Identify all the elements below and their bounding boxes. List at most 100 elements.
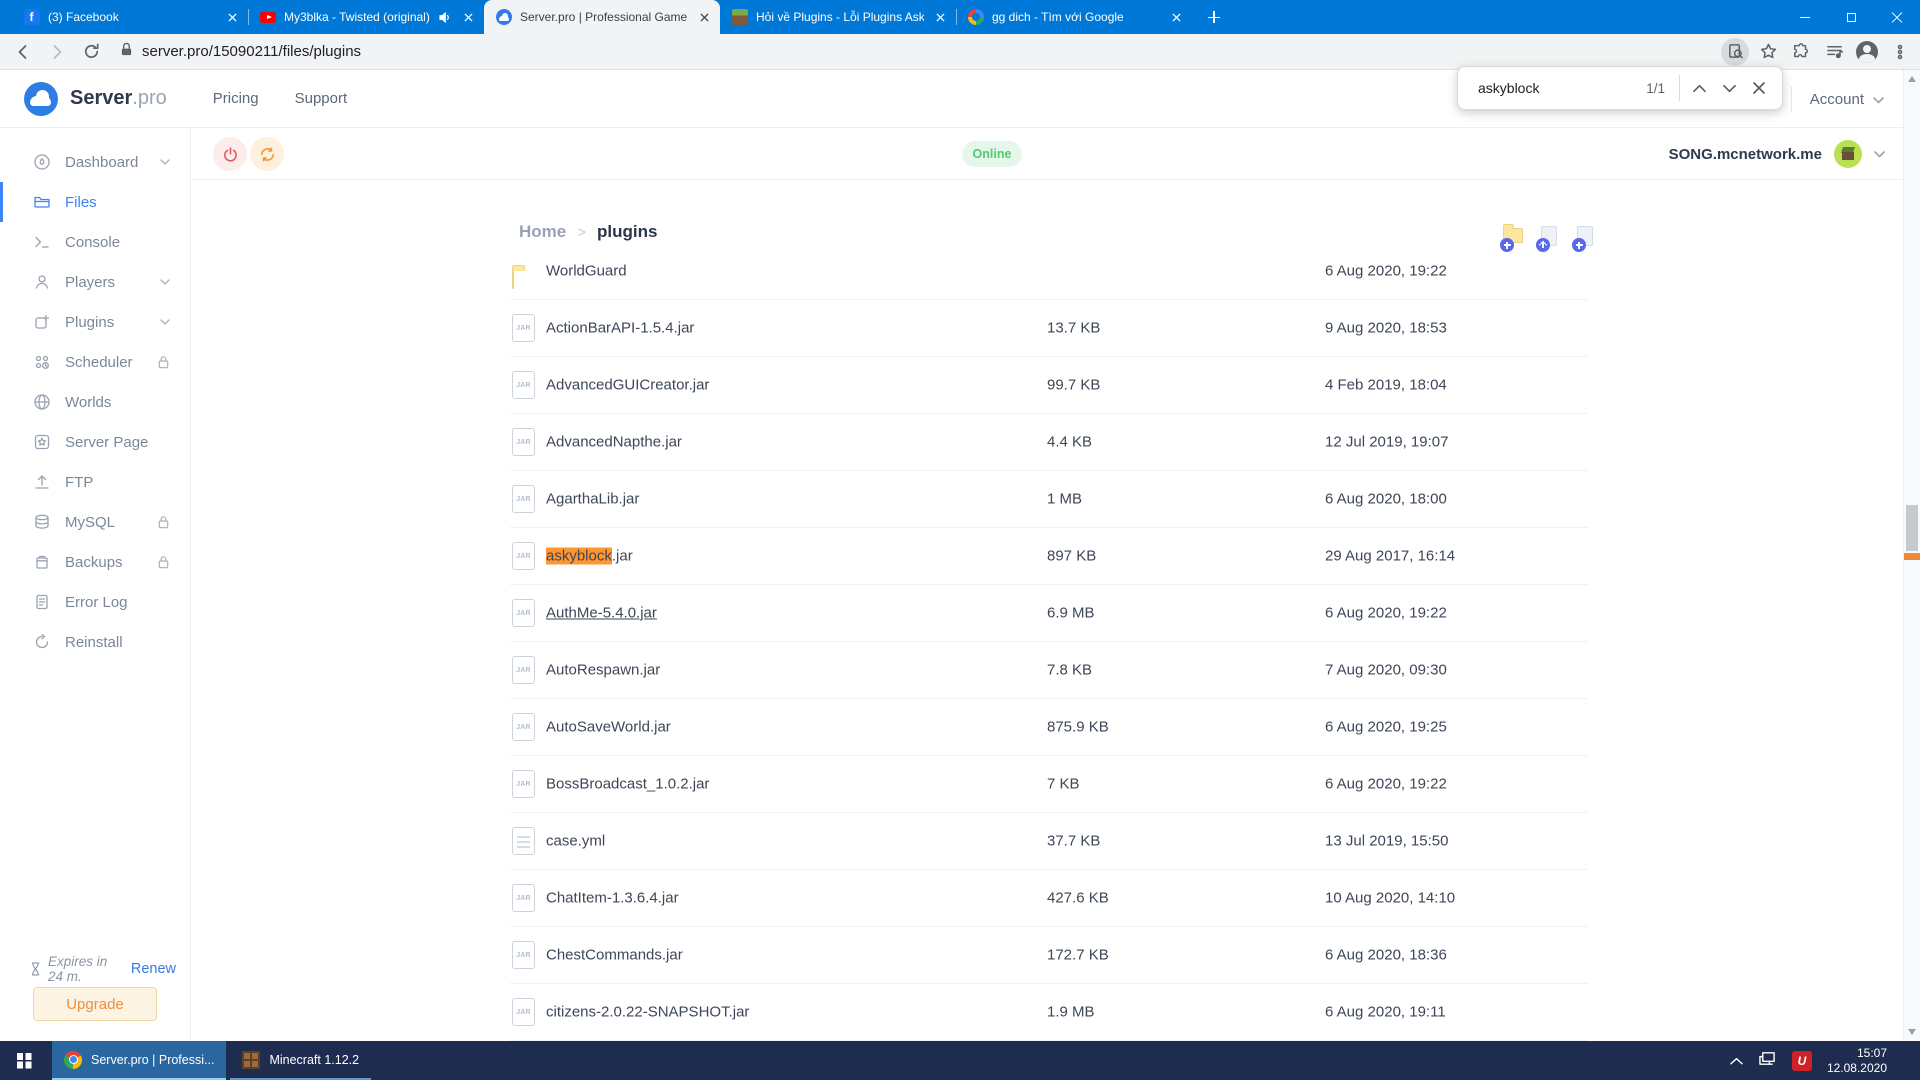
nav-pricing[interactable]: Pricing	[212, 90, 259, 107]
page-scrollbar[interactable]	[1903, 70, 1920, 1041]
tab-close-icon[interactable]	[224, 9, 240, 25]
sidebar-item-label: Files	[65, 193, 97, 211]
file-name[interactable]: case.yml	[546, 832, 606, 850]
sidebar-item-console[interactable]: Console	[0, 222, 190, 262]
sidebar-item-plugins[interactable]: Plugins	[0, 302, 190, 342]
tray-expand-icon[interactable]	[1730, 1052, 1743, 1070]
serverpro-logo-icon[interactable]	[24, 81, 58, 116]
network-icon[interactable]	[1758, 1050, 1777, 1072]
find-previous-button[interactable]	[1684, 73, 1714, 103]
tab-close-icon[interactable]	[932, 9, 948, 25]
breadcrumb-home[interactable]: Home	[519, 222, 567, 241]
sidebar-item-backups[interactable]: Backups	[0, 542, 190, 582]
account-menu[interactable]: Account	[1810, 70, 1884, 128]
file-row[interactable]: JAR AgarthaLib.jar 1 MB 6 Aug 2020, 18:0…	[510, 471, 1588, 528]
back-button[interactable]	[9, 38, 37, 66]
taskbar-app[interactable]: Server.pro | Professi...	[52, 1041, 227, 1080]
power-button[interactable]	[213, 137, 247, 171]
sidebar-item-ftp[interactable]: FTP	[0, 462, 190, 502]
file-row[interactable]: JAR citizens-2.0.22-SNAPSHOT.jar 1.9 MB …	[510, 984, 1588, 1041]
sidebar-item-players[interactable]: Players	[0, 262, 190, 302]
find-match-marker	[1904, 553, 1920, 560]
file-name[interactable]: ChestCommands.jar	[546, 946, 683, 964]
file-row[interactable]: JAR askyblock.jar 897 KB 29 Aug 2017, 16…	[510, 528, 1588, 585]
file-name[interactable]: AdvancedGUICreator.jar	[546, 376, 710, 394]
start-button[interactable]	[0, 1041, 48, 1080]
sidebar-item-mysql[interactable]: MySQL	[0, 502, 190, 542]
browser-tab[interactable]: Hỏi về Plugins - Lỗi Plugins Asky	[720, 0, 956, 34]
file-name[interactable]: WorldGuard	[546, 262, 627, 280]
renew-link[interactable]: Renew	[130, 961, 176, 977]
upload-file-button[interactable]	[1536, 226, 1562, 252]
file-name[interactable]: AuthMe-5.4.0.jar	[546, 604, 657, 622]
file-row[interactable]: JAR AdvancedNapthe.jar 4.4 KB 12 Jul 201…	[510, 414, 1588, 471]
maximize-button[interactable]	[1828, 0, 1874, 34]
file-row[interactable]: JAR ChatItem-1.3.6.4.jar 427.6 KB 10 Aug…	[510, 870, 1588, 927]
file-name[interactable]: askyblock.jar	[546, 547, 633, 565]
file-name[interactable]: AdvancedNapthe.jar	[546, 433, 682, 451]
sidebar-item-dashboard[interactable]: Dashboard	[0, 142, 190, 182]
find-in-page-icon[interactable]	[1721, 37, 1749, 66]
taskbar-app[interactable]: Minecraft 1.12.2	[230, 1041, 372, 1080]
taskbar-clock[interactable]: 15:07 12.08.2020	[1827, 1046, 1887, 1076]
file-row[interactable]: JAR AdvancedGUICreator.jar 99.7 KB 4 Feb…	[510, 357, 1588, 414]
breadcrumb-separator: >	[577, 223, 586, 241]
forward-button[interactable]	[43, 38, 71, 66]
browser-menu-icon[interactable]	[1886, 38, 1914, 66]
sidebar-item-worlds[interactable]: Worlds	[0, 382, 190, 422]
close-window-button[interactable]	[1874, 0, 1920, 34]
tab-close-icon[interactable]	[460, 9, 476, 25]
sidebar-item-files[interactable]: Files	[0, 182, 190, 222]
file-name[interactable]: ActionBarAPI-1.5.4.jar	[546, 319, 695, 337]
file-size: 13.7 KB	[1047, 319, 1101, 337]
new-tab-button[interactable]	[1200, 3, 1228, 31]
sidebar-item-reinstall[interactable]: Reinstall	[0, 622, 190, 662]
scrollbar-thumb[interactable]	[1906, 505, 1918, 551]
scroll-down-arrow[interactable]	[1908, 1029, 1916, 1035]
browser-tab[interactable]: gg dich - Tìm với Google	[956, 0, 1192, 34]
file-name[interactable]: BossBroadcast_1.0.2.jar	[546, 775, 710, 793]
find-next-button[interactable]	[1714, 73, 1744, 103]
browser-tab[interactable]: My3blka - Twisted (original) |	[248, 0, 484, 34]
tab-close-icon[interactable]	[1168, 9, 1184, 25]
scroll-up-arrow[interactable]	[1908, 76, 1916, 82]
file-row[interactable]: JAR AutoRespawn.jar 7.8 KB 7 Aug 2020, 0…	[510, 642, 1588, 699]
restart-button[interactable]	[250, 137, 284, 171]
lock-icon[interactable]	[120, 42, 133, 62]
file-name[interactable]: ChatItem-1.3.6.4.jar	[546, 889, 679, 907]
file-row[interactable]: JAR BossBroadcast_1.0.2.jar 7 KB 6 Aug 2…	[510, 756, 1588, 813]
find-close-button[interactable]	[1744, 73, 1774, 103]
file-name[interactable]: AutoSaveWorld.jar	[546, 718, 671, 736]
bookmark-star-icon[interactable]	[1754, 38, 1782, 66]
browser-tab[interactable]: Server.pro | Professional Game Se	[484, 0, 720, 34]
sidebar-item-scheduler[interactable]: Scheduler	[0, 342, 190, 382]
file-name[interactable]: citizens-2.0.22-SNAPSHOT.jar	[546, 1003, 750, 1021]
file-name[interactable]: AutoRespawn.jar	[546, 661, 661, 679]
new-folder-button[interactable]	[1500, 224, 1526, 252]
unikey-icon[interactable]: U	[1791, 1050, 1812, 1071]
sidebar-item-server-page[interactable]: Server Page	[0, 422, 190, 462]
media-controls-icon[interactable]	[1820, 38, 1848, 66]
file-row[interactable]: WorldGuard 6 Aug 2020, 19:22	[510, 243, 1588, 300]
tab-close-icon[interactable]	[696, 9, 712, 25]
file-row[interactable]: JAR ChestCommands.jar 172.7 KB 6 Aug 202…	[510, 927, 1588, 984]
file-row[interactable]: case.yml 37.7 KB 13 Jul 2019, 15:50	[510, 813, 1588, 870]
reload-button[interactable]	[77, 38, 105, 66]
file-row[interactable]: JAR AuthMe-5.4.0.jar 6.9 MB 6 Aug 2020, …	[510, 585, 1588, 642]
address-bar[interactable]: server.pro/15090211/files/plugins	[108, 42, 1721, 62]
extensions-icon[interactable]	[1787, 38, 1815, 66]
brand-title[interactable]: Server.pro	[70, 87, 167, 109]
nav-support[interactable]: Support	[294, 90, 348, 107]
sidebar-item-error-log[interactable]: Error Log	[0, 582, 190, 622]
server-selector[interactable]: SONG.mcnetwork.me	[1669, 128, 1885, 180]
new-file-button[interactable]	[1572, 226, 1598, 252]
profile-avatar-icon[interactable]	[1853, 38, 1881, 66]
file-row[interactable]: JAR AutoSaveWorld.jar 875.9 KB 6 Aug 202…	[510, 699, 1588, 756]
find-query-input[interactable]: askyblock	[1478, 80, 1540, 96]
upgrade-button[interactable]: Upgrade	[33, 987, 157, 1021]
browser-tab[interactable]: (3) Facebook	[12, 0, 248, 34]
file-row[interactable]: JAR ActionBarAPI-1.5.4.jar 13.7 KB 9 Aug…	[510, 300, 1588, 357]
file-name[interactable]: AgarthaLib.jar	[546, 490, 640, 508]
sidebar-item-label: Reinstall	[65, 633, 123, 651]
minimize-button[interactable]	[1782, 0, 1828, 34]
